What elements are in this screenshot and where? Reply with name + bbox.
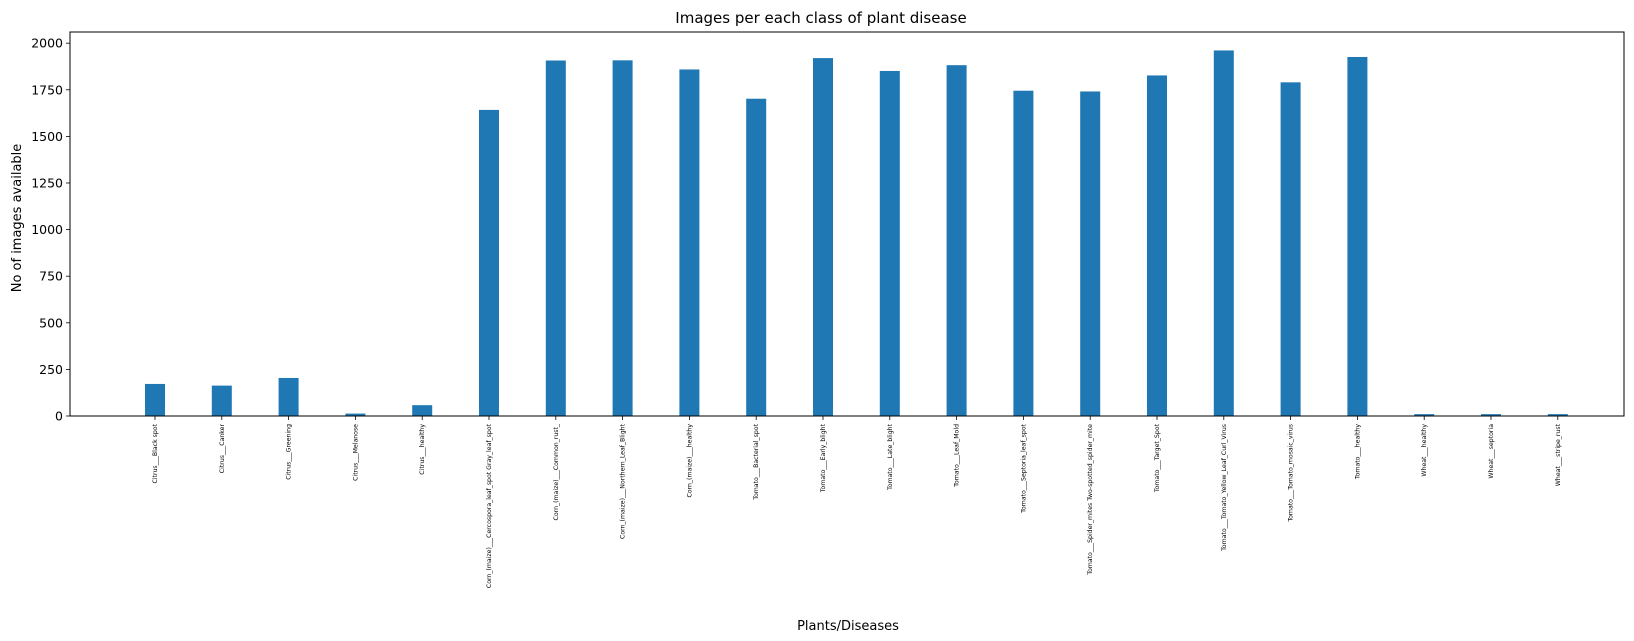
x-tick-label: Citrus___Black spot <box>152 423 159 483</box>
bar <box>1147 75 1167 416</box>
bar <box>1080 91 1101 416</box>
y-tick-label: 1750 <box>31 82 63 97</box>
x-tick-label: Tomato___healthy <box>1354 424 1361 480</box>
x-tick-label: Tomato___Septoria_leaf_spot <box>1020 423 1027 513</box>
x-tick-label: Citrus___healthy <box>419 424 426 475</box>
bar <box>545 60 566 417</box>
bar <box>1547 414 1568 416</box>
bars-group <box>145 50 1568 417</box>
x-tick-label: Corn_(maize)___Common_rust_ <box>553 423 560 520</box>
x-tick-label: Corn_(maize)___Northern_Leaf_Blight <box>620 423 627 539</box>
x-tick-label: Tomato___Spider_mites Two-spotted_spider… <box>1087 424 1094 576</box>
y-tick-label: 2000 <box>31 36 63 51</box>
y-tick-label: 0 <box>55 409 63 424</box>
y-tick-label: 1000 <box>31 222 63 237</box>
x-tick-label: Tomato___Tomato_mosaic_virus <box>1288 424 1295 523</box>
chart-title: Images per each class of plant disease <box>675 9 966 27</box>
x-axis-label: Plants/Diseases <box>797 619 899 634</box>
x-tick-label: Citrus___Melanose <box>352 424 359 481</box>
x-tick-label: Wheat___stripe_rust <box>1555 423 1562 486</box>
y-tick-label: 1500 <box>31 129 63 144</box>
y-tick-label: 1250 <box>31 175 63 190</box>
bar <box>1013 90 1034 416</box>
bar <box>1347 56 1368 417</box>
bar <box>1481 414 1501 416</box>
bar <box>813 58 833 417</box>
x-tick-label: Corn_(maize)___Cercospora_leaf_spot Gray… <box>486 423 493 588</box>
x-tick-label: Tomato___Tomato_Yellow_Leaf_Curl_Virus <box>1221 424 1228 552</box>
bar <box>278 377 299 416</box>
x-tick-label: Tomato___Late_blight <box>887 423 894 491</box>
bar <box>145 383 165 416</box>
bar <box>345 413 366 416</box>
bar <box>479 109 499 416</box>
x-tick-label: Citrus___Greening <box>286 424 293 480</box>
bar <box>412 405 433 416</box>
y-tick-label: 750 <box>39 269 63 284</box>
plot-frame <box>69 31 1625 417</box>
bar <box>746 98 767 416</box>
y-tick-label: 250 <box>39 362 63 377</box>
x-tick-label: Wheat___septoria <box>1488 424 1495 479</box>
bar <box>1213 50 1234 416</box>
x-tick-label: Tomato___Leaf_Mold <box>954 424 961 488</box>
y-tick-label: 500 <box>39 315 63 330</box>
x-tick-label: Tomato___Bacterial_spot <box>753 423 760 500</box>
x-tick-label: Tomato___Early_blight <box>820 423 827 493</box>
x-axis: Citrus___Black spot Citrus___Canker Citrus… <box>152 416 1562 588</box>
x-tick-label: Corn_(maize)___healthy <box>686 424 693 498</box>
x-tick-label: Citrus___Canker <box>219 424 226 474</box>
bar <box>679 69 700 417</box>
x-tick-label: Wheat___healthy <box>1421 424 1428 477</box>
bar <box>1280 82 1301 417</box>
bar <box>1414 414 1435 416</box>
y-axis-label: No of images available <box>10 144 25 293</box>
bar <box>879 70 900 416</box>
bar <box>946 65 967 417</box>
bar <box>211 385 232 416</box>
y-axis: 0 250 500 750 1000 1250 1500 1750 2000 <box>31 36 70 424</box>
bar <box>612 60 633 416</box>
x-tick-label: Tomato___Target_Spot <box>1154 423 1161 493</box>
